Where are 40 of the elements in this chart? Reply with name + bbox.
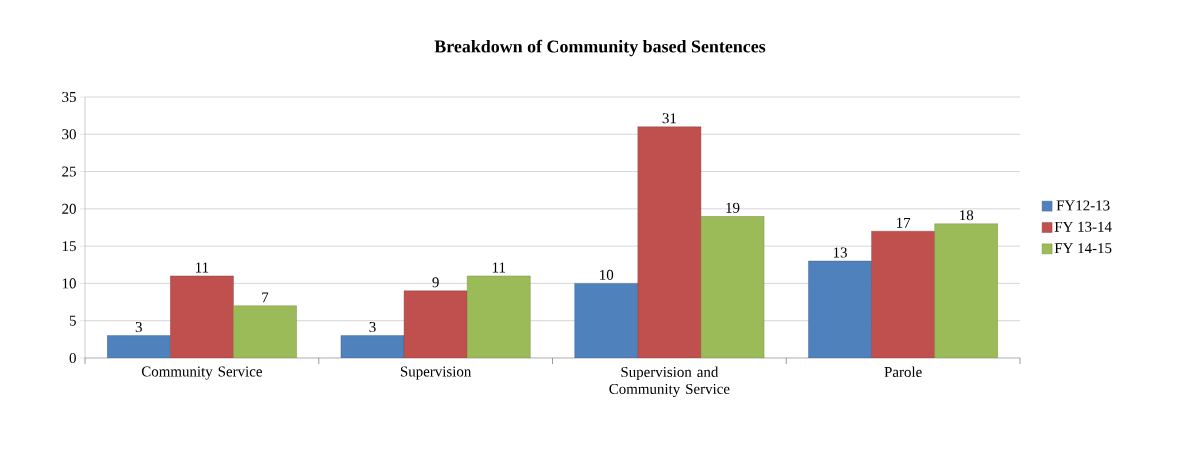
data-label: 11	[196, 262, 209, 273]
y-tick-label: 5	[69, 315, 76, 326]
y-tick-label: 35	[62, 91, 76, 102]
legend-label: FY 13-14	[1054, 221, 1112, 232]
bar	[233, 305, 297, 358]
legend-label: FY12-13	[1056, 200, 1110, 211]
legend-label: FY 14-15	[1054, 243, 1112, 254]
bar	[934, 223, 998, 358]
x-tick-label: Supervision	[400, 366, 472, 380]
bar	[700, 216, 765, 358]
data-label: 3	[369, 322, 376, 333]
bar	[340, 335, 405, 358]
y-tick-label: 20	[62, 203, 76, 214]
data-label: 13	[833, 247, 847, 258]
data-label: 9	[432, 277, 439, 288]
y-tick-label: 25	[62, 166, 76, 177]
x-tick-label: Supervision and Community Service	[609, 366, 730, 398]
data-label: 19	[726, 202, 740, 213]
bar	[107, 335, 171, 358]
bar	[637, 126, 702, 358]
data-label: 7	[262, 292, 269, 303]
data-label: 31	[662, 113, 676, 124]
chart-title: Breakdown of Community based Sentences	[434, 39, 766, 57]
x-tick-label: Community Service	[141, 366, 262, 380]
data-label: 18	[960, 210, 974, 221]
y-tick-label: 30	[62, 129, 76, 140]
y-tick-label: 0	[69, 352, 76, 364]
bar	[574, 283, 639, 358]
data-label: 11	[492, 262, 506, 273]
bar	[808, 260, 872, 358]
bar	[466, 275, 531, 358]
bar	[403, 290, 468, 358]
x-tick-label: Parole	[884, 366, 922, 378]
data-label: 3	[135, 322, 142, 333]
y-tick-label: 10	[62, 278, 76, 289]
data-label: 10	[600, 269, 614, 280]
y-tick-label: 15	[62, 241, 76, 252]
bar	[871, 231, 935, 358]
bar	[170, 275, 234, 358]
data-label: 17	[896, 217, 911, 228]
